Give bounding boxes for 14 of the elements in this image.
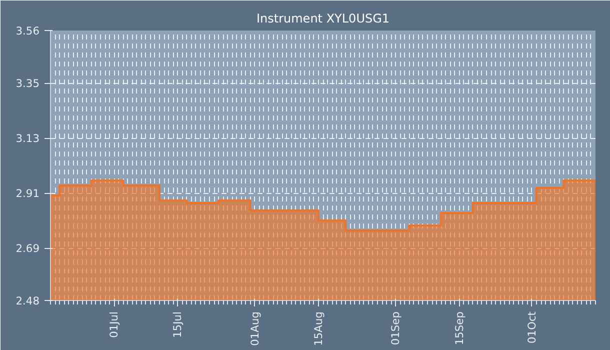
- x-tick-label: 15Sep: [452, 311, 466, 346]
- x-tick-label: 15Aug: [312, 311, 325, 346]
- y-tick-label: 2.48: [16, 294, 40, 308]
- chart-title: Instrument XYL0USG1: [256, 12, 390, 26]
- x-tick-label: 01Jul: [108, 311, 121, 338]
- x-tick-label: 15Jul: [171, 311, 184, 338]
- y-tick-label: 3.35: [16, 77, 40, 90]
- y-tick-label: 2.91: [16, 187, 40, 200]
- y-tick-label: 2.69: [16, 242, 40, 255]
- y-tick-label: 3.13: [16, 132, 40, 145]
- x-tick-label: 01Aug: [248, 311, 262, 346]
- x-tick-label: 01Sep: [389, 311, 402, 346]
- y-tick-label: 3.56: [16, 24, 40, 38]
- x-tick-label: 01Oct: [525, 312, 538, 344]
